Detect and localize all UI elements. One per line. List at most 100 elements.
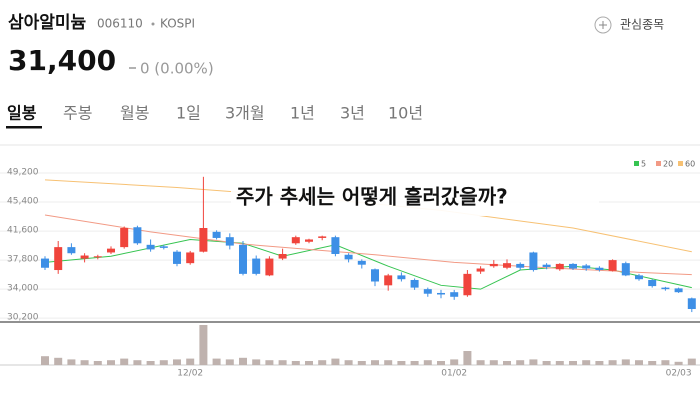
title-box xyxy=(231,179,599,216)
candle-body xyxy=(661,287,670,290)
volume-bar xyxy=(93,361,102,365)
candle-body xyxy=(305,239,313,242)
volume-bar xyxy=(265,360,274,365)
tab[interactable]: 1년 xyxy=(290,104,315,123)
volume-bar xyxy=(555,361,564,365)
candle-body xyxy=(463,273,472,296)
watch-button[interactable]: 관심종목 xyxy=(594,16,664,34)
volume-bar xyxy=(225,359,234,365)
market: KOSPI xyxy=(160,17,195,31)
candle-body xyxy=(159,246,168,248)
candle-body xyxy=(437,292,445,295)
watch-label: 관심종목 xyxy=(620,18,664,32)
candle-body xyxy=(608,260,617,271)
candle-body xyxy=(674,288,683,293)
chart: 30,200 34,000 37,800 41,600 45,400 49,200 5 20 6… xyxy=(0,160,700,379)
volume-bar xyxy=(437,361,445,365)
chart-title: 주가 추세는 어떻게 흘러갔을까? xyxy=(236,185,508,209)
tabs: 일봉 주봉 월봉 1일 3개월 1년 3년 10년 xyxy=(6,104,423,129)
volume-bar xyxy=(133,360,142,365)
volume-bar xyxy=(239,357,247,365)
candle-body xyxy=(384,275,393,286)
legend-label: 60 xyxy=(685,160,695,169)
candle-body xyxy=(41,258,49,268)
stock-name: 삼아알미늄 xyxy=(8,13,87,33)
candle-body xyxy=(529,252,538,271)
volume-bar xyxy=(489,360,498,365)
volume-bar xyxy=(463,351,472,365)
candle-body xyxy=(291,237,300,244)
volume-bar xyxy=(516,360,525,365)
volume-bar xyxy=(212,358,221,365)
volume-bar xyxy=(344,360,353,365)
volume-bar xyxy=(41,356,49,365)
candle-body xyxy=(331,237,340,254)
candle-body xyxy=(542,264,551,267)
legend-swatch xyxy=(634,161,639,166)
legend-label: 20 xyxy=(663,160,673,169)
tab[interactable]: 3개월 xyxy=(225,104,265,123)
plus-sign xyxy=(599,21,607,29)
volume-bar xyxy=(120,358,129,365)
volume-bar xyxy=(661,360,670,365)
candle-body xyxy=(687,298,696,310)
volume-bar xyxy=(291,361,300,365)
tab[interactable]: 10년 xyxy=(388,104,423,123)
candle-body xyxy=(93,256,102,258)
volume-bar xyxy=(582,360,591,365)
moving-average xyxy=(44,214,692,276)
candle-body xyxy=(595,267,604,271)
volume-bar xyxy=(305,361,313,365)
price-change: 0 (0.00%) xyxy=(140,60,214,78)
candle-body xyxy=(397,275,406,280)
y-tick-label: 41,600 xyxy=(7,226,39,236)
separator xyxy=(151,22,155,26)
legend-swatch xyxy=(678,161,683,166)
volume-bar xyxy=(80,360,89,365)
plus-icon xyxy=(594,16,612,34)
candle-body xyxy=(186,252,195,264)
tab[interactable]: 일봉 xyxy=(7,104,37,123)
candle-body xyxy=(318,236,327,238)
volume-bar xyxy=(357,361,366,365)
candle-body xyxy=(252,258,261,274)
candle-body xyxy=(410,279,419,288)
volume-bar xyxy=(331,358,340,365)
volume-bar xyxy=(595,361,604,365)
candle-body xyxy=(450,292,459,297)
price: 31,400 xyxy=(8,44,116,77)
volume-bar xyxy=(397,361,406,365)
volume-bar xyxy=(674,361,683,365)
volume-bar xyxy=(476,360,485,365)
volume-bar xyxy=(107,360,115,365)
volume-bar xyxy=(67,359,76,365)
volume-bar xyxy=(252,359,261,365)
candle-body xyxy=(225,237,234,246)
volume-bar xyxy=(687,358,696,365)
volume-bar xyxy=(54,357,63,365)
candle-body xyxy=(80,255,89,259)
volume-bar xyxy=(621,359,630,365)
tab[interactable]: 1일 xyxy=(176,104,201,123)
volume-bar xyxy=(608,360,617,365)
volume-bar xyxy=(503,361,511,365)
tab[interactable]: 3년 xyxy=(340,104,365,123)
volume-bar xyxy=(569,361,577,365)
y-tick-label: 37,800 xyxy=(7,255,39,265)
candle-body xyxy=(239,244,247,274)
tab[interactable]: 주봉 xyxy=(63,104,92,123)
candle-body xyxy=(503,263,511,268)
volume-bar xyxy=(318,360,327,365)
moving-average xyxy=(44,238,692,290)
y-tick-label: 45,400 xyxy=(7,197,39,207)
volume-bar xyxy=(423,360,432,365)
x-tick-label: 12/02 xyxy=(177,369,203,379)
volume-bar xyxy=(648,361,657,365)
y-tick-label: 34,000 xyxy=(7,284,39,294)
candle-body xyxy=(265,258,274,276)
tab[interactable]: 월봉 xyxy=(120,104,149,123)
volume-bar xyxy=(635,360,643,365)
volume-bar xyxy=(146,361,155,365)
candle-body xyxy=(278,253,287,259)
